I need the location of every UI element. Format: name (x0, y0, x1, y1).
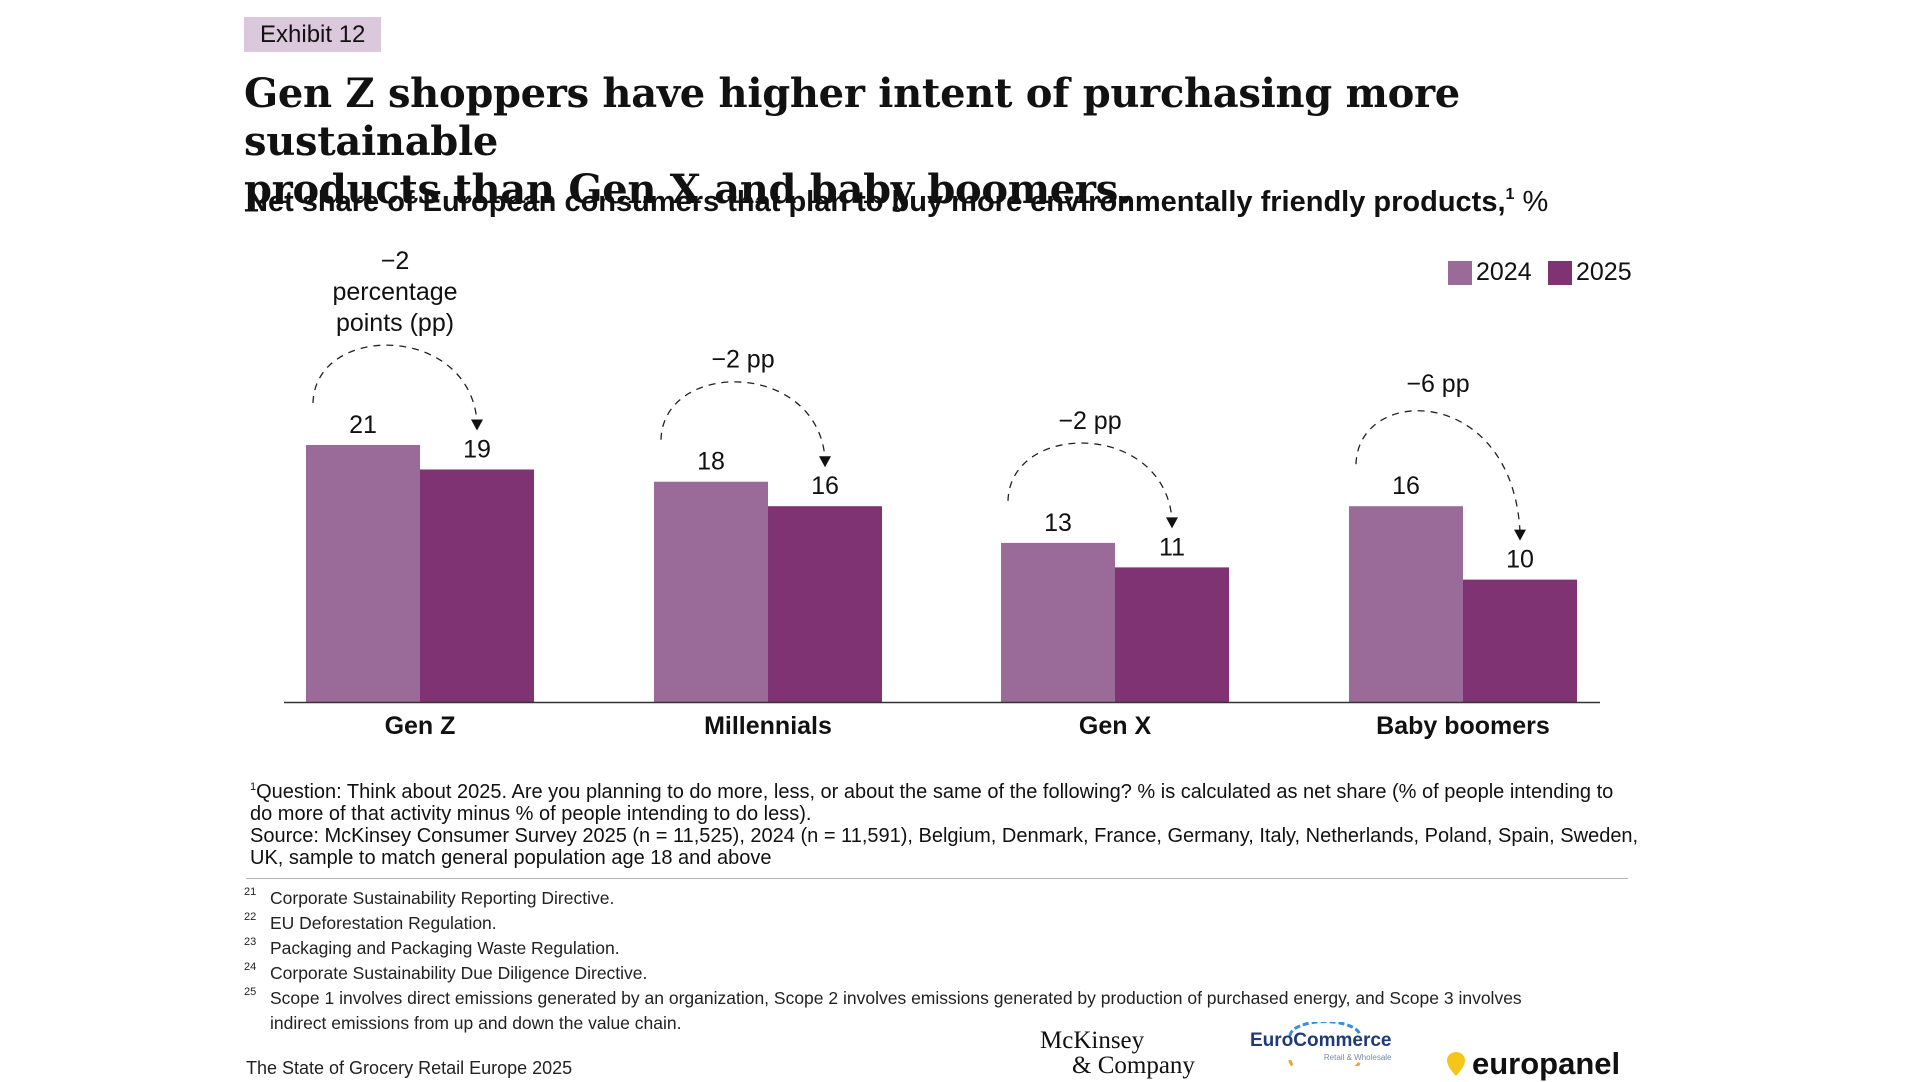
footnote-text: EU Deforestation Regulation. (270, 913, 497, 933)
location-pin-icon (1447, 1052, 1465, 1076)
x-tick-label-gen-x: Gen X (1079, 712, 1152, 740)
footnote-number: 21 (244, 886, 257, 898)
legend-2025: 2025 (1548, 258, 1632, 287)
change-annotation-gen-z-line-3: points (pp) (336, 309, 454, 337)
footnote-text: Corporate Sustainability Due Diligence D… (270, 963, 648, 983)
chart-note: 1Question: Think about 2025. Are you pla… (250, 776, 1640, 869)
chart-title: Gen Z shoppers have higher intent of pur… (244, 70, 1644, 214)
divider (246, 878, 1628, 879)
eurocommerce-wordmark: EuroCommerce (1250, 1030, 1392, 1051)
bar-baby-boomers-2025 (1463, 579, 1577, 702)
footnote-text: Packaging and Packaging Waste Regulation… (270, 938, 620, 958)
bar-chart: 21 19 Gen Z −2 percentage points (pp) 18 16 Mill… (284, 247, 1600, 740)
title-line-2: products than Gen X and baby boomers. (244, 166, 1132, 213)
footnote-number: 24 (244, 961, 257, 973)
change-annotation-gen-z-line-2: percentage (332, 278, 457, 306)
change-annotation-gen-x: −2 pp (1058, 407, 1121, 435)
exhibit-label: Exhibit 12 (244, 17, 382, 52)
change-arc-baby-boomers (1355, 410, 1521, 532)
data-label-gen-z-2025: 19 (463, 435, 491, 463)
data-label-baby-boomers-2024: 16 (1392, 472, 1420, 500)
mckinsey-logo-line-1: McKinsey (1040, 1027, 1145, 1054)
change-arc-gen-x (1007, 442, 1173, 520)
change-arrowhead-gen-z (471, 419, 483, 431)
x-tick-label-millennials: Millennials (704, 712, 832, 740)
bar-millennials-2024 (654, 481, 768, 702)
note-footnote-mark: 1 (250, 781, 257, 793)
change-annotation-gen-z-line-1: −2 (381, 247, 410, 275)
footnote-text: Corporate Sustainability Reporting Direc… (270, 888, 615, 908)
report-title-footer: The State of Grocery Retail Europe 2025 (246, 1058, 573, 1078)
mckinsey-logo-line-2: & Company (1072, 1052, 1195, 1079)
data-label-gen-z-2024: 21 (349, 411, 377, 439)
footnote-text: Scope 1 involves direct emissions genera… (270, 988, 1522, 1008)
bar-millennials-2025 (768, 506, 882, 702)
legend-label-2025: 2025 (1576, 258, 1632, 286)
eurocommerce-logo: EuroCommerce Retail & Wholesale (1250, 1022, 1392, 1066)
note-question: 1Question: Think about 2025. Are you pla… (250, 776, 1640, 825)
x-tick-label-baby-boomers: Baby boomers (1376, 712, 1550, 740)
change-arrowhead-baby-boomers (1514, 529, 1526, 541)
x-tick-label-gen-z: Gen Z (385, 712, 456, 740)
legend-label-2024: 2024 (1476, 258, 1532, 286)
bar-gen-z-2024 (306, 445, 420, 702)
europanel-wordmark: europanel (1472, 1046, 1621, 1081)
footnote-number: 22 (244, 911, 257, 923)
legend-2024: 2024 (1448, 258, 1532, 287)
change-arc-gen-z (312, 344, 478, 422)
change-annotation-baby-boomers: −6 pp (1406, 370, 1469, 398)
title-line-1: Gen Z shoppers have higher intent of pur… (244, 70, 1460, 165)
note-source: Source: McKinsey Consumer Survey 2025 (n… (250, 825, 1639, 869)
footnote-number: 23 (244, 936, 257, 948)
data-label-gen-x-2024: 13 (1044, 509, 1072, 537)
eurocommerce-tagline: Retail & Wholesale (1323, 1053, 1392, 1062)
bar-gen-z-2025 (420, 469, 534, 702)
footnote-number: 25 (244, 986, 257, 998)
data-label-millennials-2024: 18 (697, 448, 725, 476)
change-annotation-millennials: −2 pp (711, 346, 774, 374)
europanel-logo: europanel (1446, 1046, 1620, 1082)
subtitle-unit: % (1522, 186, 1549, 218)
subtitle-text: Net share of European consumers that pla… (247, 186, 1506, 218)
change-arc-millennials (660, 381, 826, 459)
footnote-text-continued: indirect emissions from up and down the … (270, 1013, 682, 1033)
bar-gen-x-2025 (1115, 567, 1229, 702)
data-label-baby-boomers-2025: 10 (1506, 546, 1534, 574)
data-label-millennials-2025: 16 (811, 472, 839, 500)
note-question-text: Question: Think about 2025. Are you plan… (250, 781, 1614, 825)
subtitle-footnote-mark: 1 (1505, 186, 1515, 203)
mckinsey-logo: McKinsey & Company (1040, 1028, 1195, 1078)
eurocommerce-ring-icon (1288, 1022, 1362, 1066)
bar-baby-boomers-2024 (1349, 506, 1463, 702)
legend-swatch-2025 (1548, 260, 1572, 285)
legend-swatch-2024 (1448, 260, 1472, 285)
data-label-gen-x-2025: 11 (1159, 533, 1185, 561)
change-arrowhead-gen-x (1166, 517, 1178, 529)
bar-gen-x-2024 (1001, 542, 1115, 702)
chart-subtitle: Net share of European consumers that pla… (247, 186, 1548, 219)
change-arrowhead-millennials (819, 456, 831, 468)
